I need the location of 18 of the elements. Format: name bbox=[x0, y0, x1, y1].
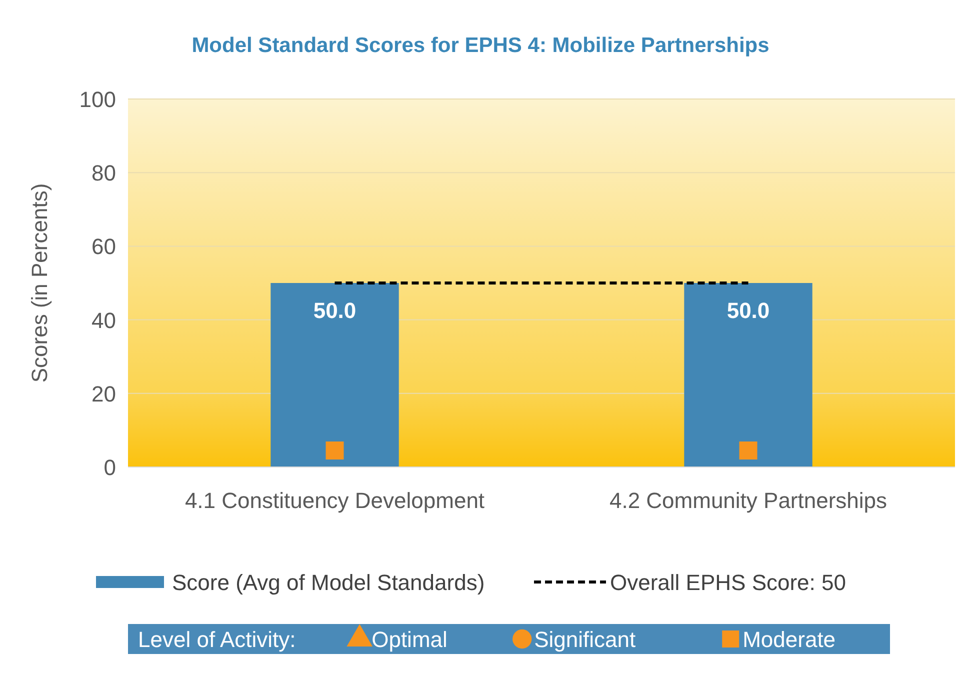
x-tick-label: 4.1 Constituency Development bbox=[184, 488, 485, 513]
y-tick-label: 60 bbox=[92, 234, 116, 260]
legend-label: Optimal bbox=[372, 627, 448, 652]
y-axis-title: Scores (in Percents) bbox=[27, 183, 52, 383]
y-tick-label: 100 bbox=[79, 87, 116, 112]
legend-label: Score (Avg of Model Standards) bbox=[172, 570, 485, 595]
y-tick-label: 0 bbox=[104, 455, 116, 480]
data-label: 50.0 bbox=[313, 298, 356, 323]
legend-label: Significant bbox=[534, 627, 636, 652]
legend-label: Moderate bbox=[742, 627, 836, 652]
data-label: 50.0 bbox=[726, 298, 770, 323]
legend-label: Overall EPHS Score: 50 bbox=[610, 570, 846, 595]
x-tick-label: 4.2 Community Partnerships bbox=[609, 488, 888, 513]
legend-title: Level of Activity: bbox=[138, 627, 296, 652]
y-tick-label: 80 bbox=[92, 160, 116, 186]
chart-title: Model Standard Scores for EPHS 4: Mobilize Partnerships bbox=[192, 34, 770, 57]
y-tick-label: 20 bbox=[92, 381, 116, 406]
y-tick-label: 40 bbox=[92, 308, 116, 333]
